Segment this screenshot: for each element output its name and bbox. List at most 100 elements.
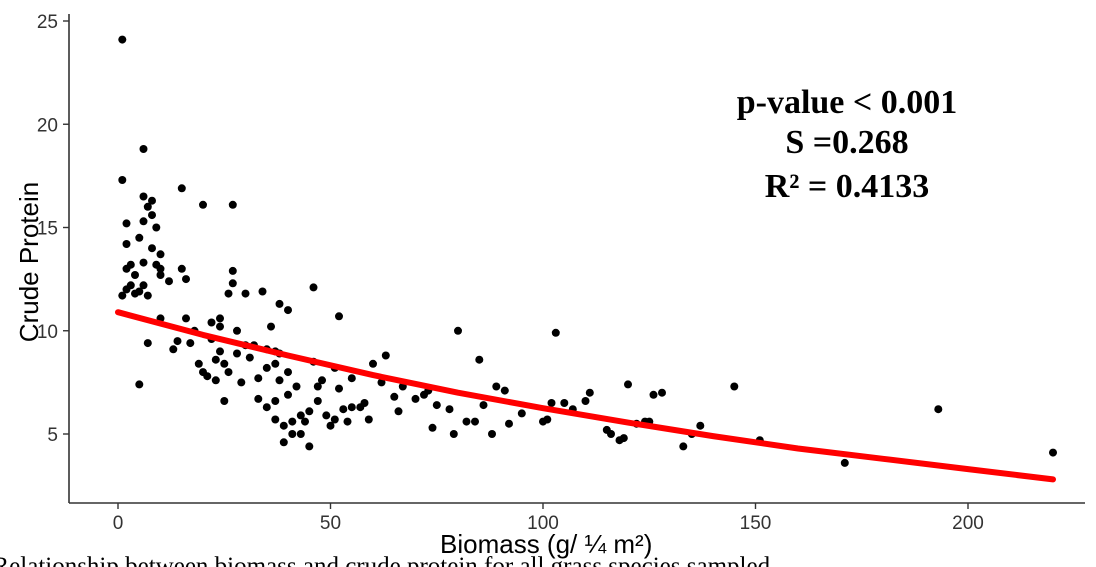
data-point <box>139 192 148 201</box>
data-point <box>347 374 356 383</box>
data-point <box>182 275 190 284</box>
data-point <box>305 407 314 416</box>
plot-area <box>115 35 1057 483</box>
data-point <box>271 397 280 405</box>
data-point <box>428 423 437 432</box>
data-point <box>182 314 190 323</box>
y-tick-label: 20 <box>37 115 58 136</box>
x-ticks: 0 50 100 150 200 <box>113 503 984 534</box>
data-point <box>284 368 292 377</box>
data-point <box>156 264 165 273</box>
data-point <box>143 291 152 300</box>
data-point <box>649 390 658 399</box>
data-point <box>696 421 705 430</box>
data-point <box>364 415 373 424</box>
data-point <box>203 372 212 381</box>
data-point <box>139 217 148 226</box>
data-point <box>152 223 161 232</box>
data-point <box>560 399 569 407</box>
y-tick-label: 10 <box>37 322 58 343</box>
data-point <box>122 219 131 228</box>
data-point <box>216 322 224 331</box>
data-point <box>143 339 152 348</box>
y-tick-label: 5 <box>47 425 58 446</box>
data-point <box>275 299 284 308</box>
data-point <box>343 417 352 426</box>
data-point <box>262 363 271 372</box>
data-point <box>148 244 156 253</box>
data-point <box>330 415 339 424</box>
data-point <box>377 378 386 387</box>
data-point <box>173 337 182 346</box>
data-point <box>267 322 275 331</box>
data-point <box>275 376 284 385</box>
data-point <box>220 397 229 405</box>
data-point <box>118 176 127 184</box>
data-point <box>118 291 127 300</box>
y-ticks: 5 10 15 20 25 <box>37 12 69 446</box>
data-point <box>139 281 148 290</box>
data-point <box>258 287 267 296</box>
data-point <box>233 349 241 358</box>
data-point <box>318 376 326 385</box>
data-point <box>139 145 148 153</box>
data-point <box>934 405 943 414</box>
data-point <box>475 355 484 364</box>
data-point <box>148 196 156 205</box>
data-point <box>840 458 849 467</box>
data-point <box>194 359 203 368</box>
data-point <box>679 442 688 451</box>
y-tick-label: 25 <box>37 12 58 33</box>
y-tick-label: 15 <box>37 219 58 240</box>
data-point <box>335 384 343 393</box>
data-point <box>245 353 254 362</box>
data-point <box>730 382 739 391</box>
fit-curve <box>115 309 1056 483</box>
data-point <box>547 399 556 407</box>
data-points <box>118 35 1057 467</box>
data-point <box>381 351 390 360</box>
data-point <box>139 258 148 267</box>
data-point <box>445 405 454 414</box>
data-point <box>288 430 297 438</box>
data-point <box>284 306 292 315</box>
data-point <box>135 233 144 242</box>
data-point <box>228 200 237 209</box>
data-point <box>505 419 513 428</box>
x-axis-title: Biomass (g/ ¼ m²) <box>440 529 652 559</box>
data-point <box>143 202 152 211</box>
data-point <box>471 417 479 426</box>
data-point <box>296 430 305 438</box>
data-point <box>228 266 237 275</box>
data-point <box>224 289 233 298</box>
data-point <box>122 240 131 248</box>
data-point <box>305 442 314 451</box>
data-point <box>169 345 178 354</box>
annotation-s-value: S =0.268 <box>785 124 908 161</box>
data-point <box>118 35 127 44</box>
data-point <box>233 326 241 335</box>
data-point <box>165 277 173 286</box>
data-point <box>369 359 377 368</box>
data-point <box>411 394 420 403</box>
data-point <box>186 339 195 348</box>
data-point <box>279 438 288 447</box>
data-point <box>292 382 301 391</box>
data-point <box>237 378 246 387</box>
figure-caption: 1.4 Relationship between biomass and cru… <box>0 553 771 567</box>
data-point <box>271 359 280 368</box>
data-point <box>607 430 615 438</box>
x-tick-label: 50 <box>320 513 341 534</box>
data-point <box>156 271 165 279</box>
data-point <box>658 388 666 397</box>
data-point <box>207 318 216 327</box>
data-point <box>619 434 628 443</box>
data-point <box>581 397 590 405</box>
data-point <box>199 200 207 209</box>
data-point <box>500 386 509 395</box>
data-point <box>211 376 220 385</box>
data-point <box>585 388 594 397</box>
data-point <box>449 430 458 438</box>
data-point <box>126 281 135 290</box>
